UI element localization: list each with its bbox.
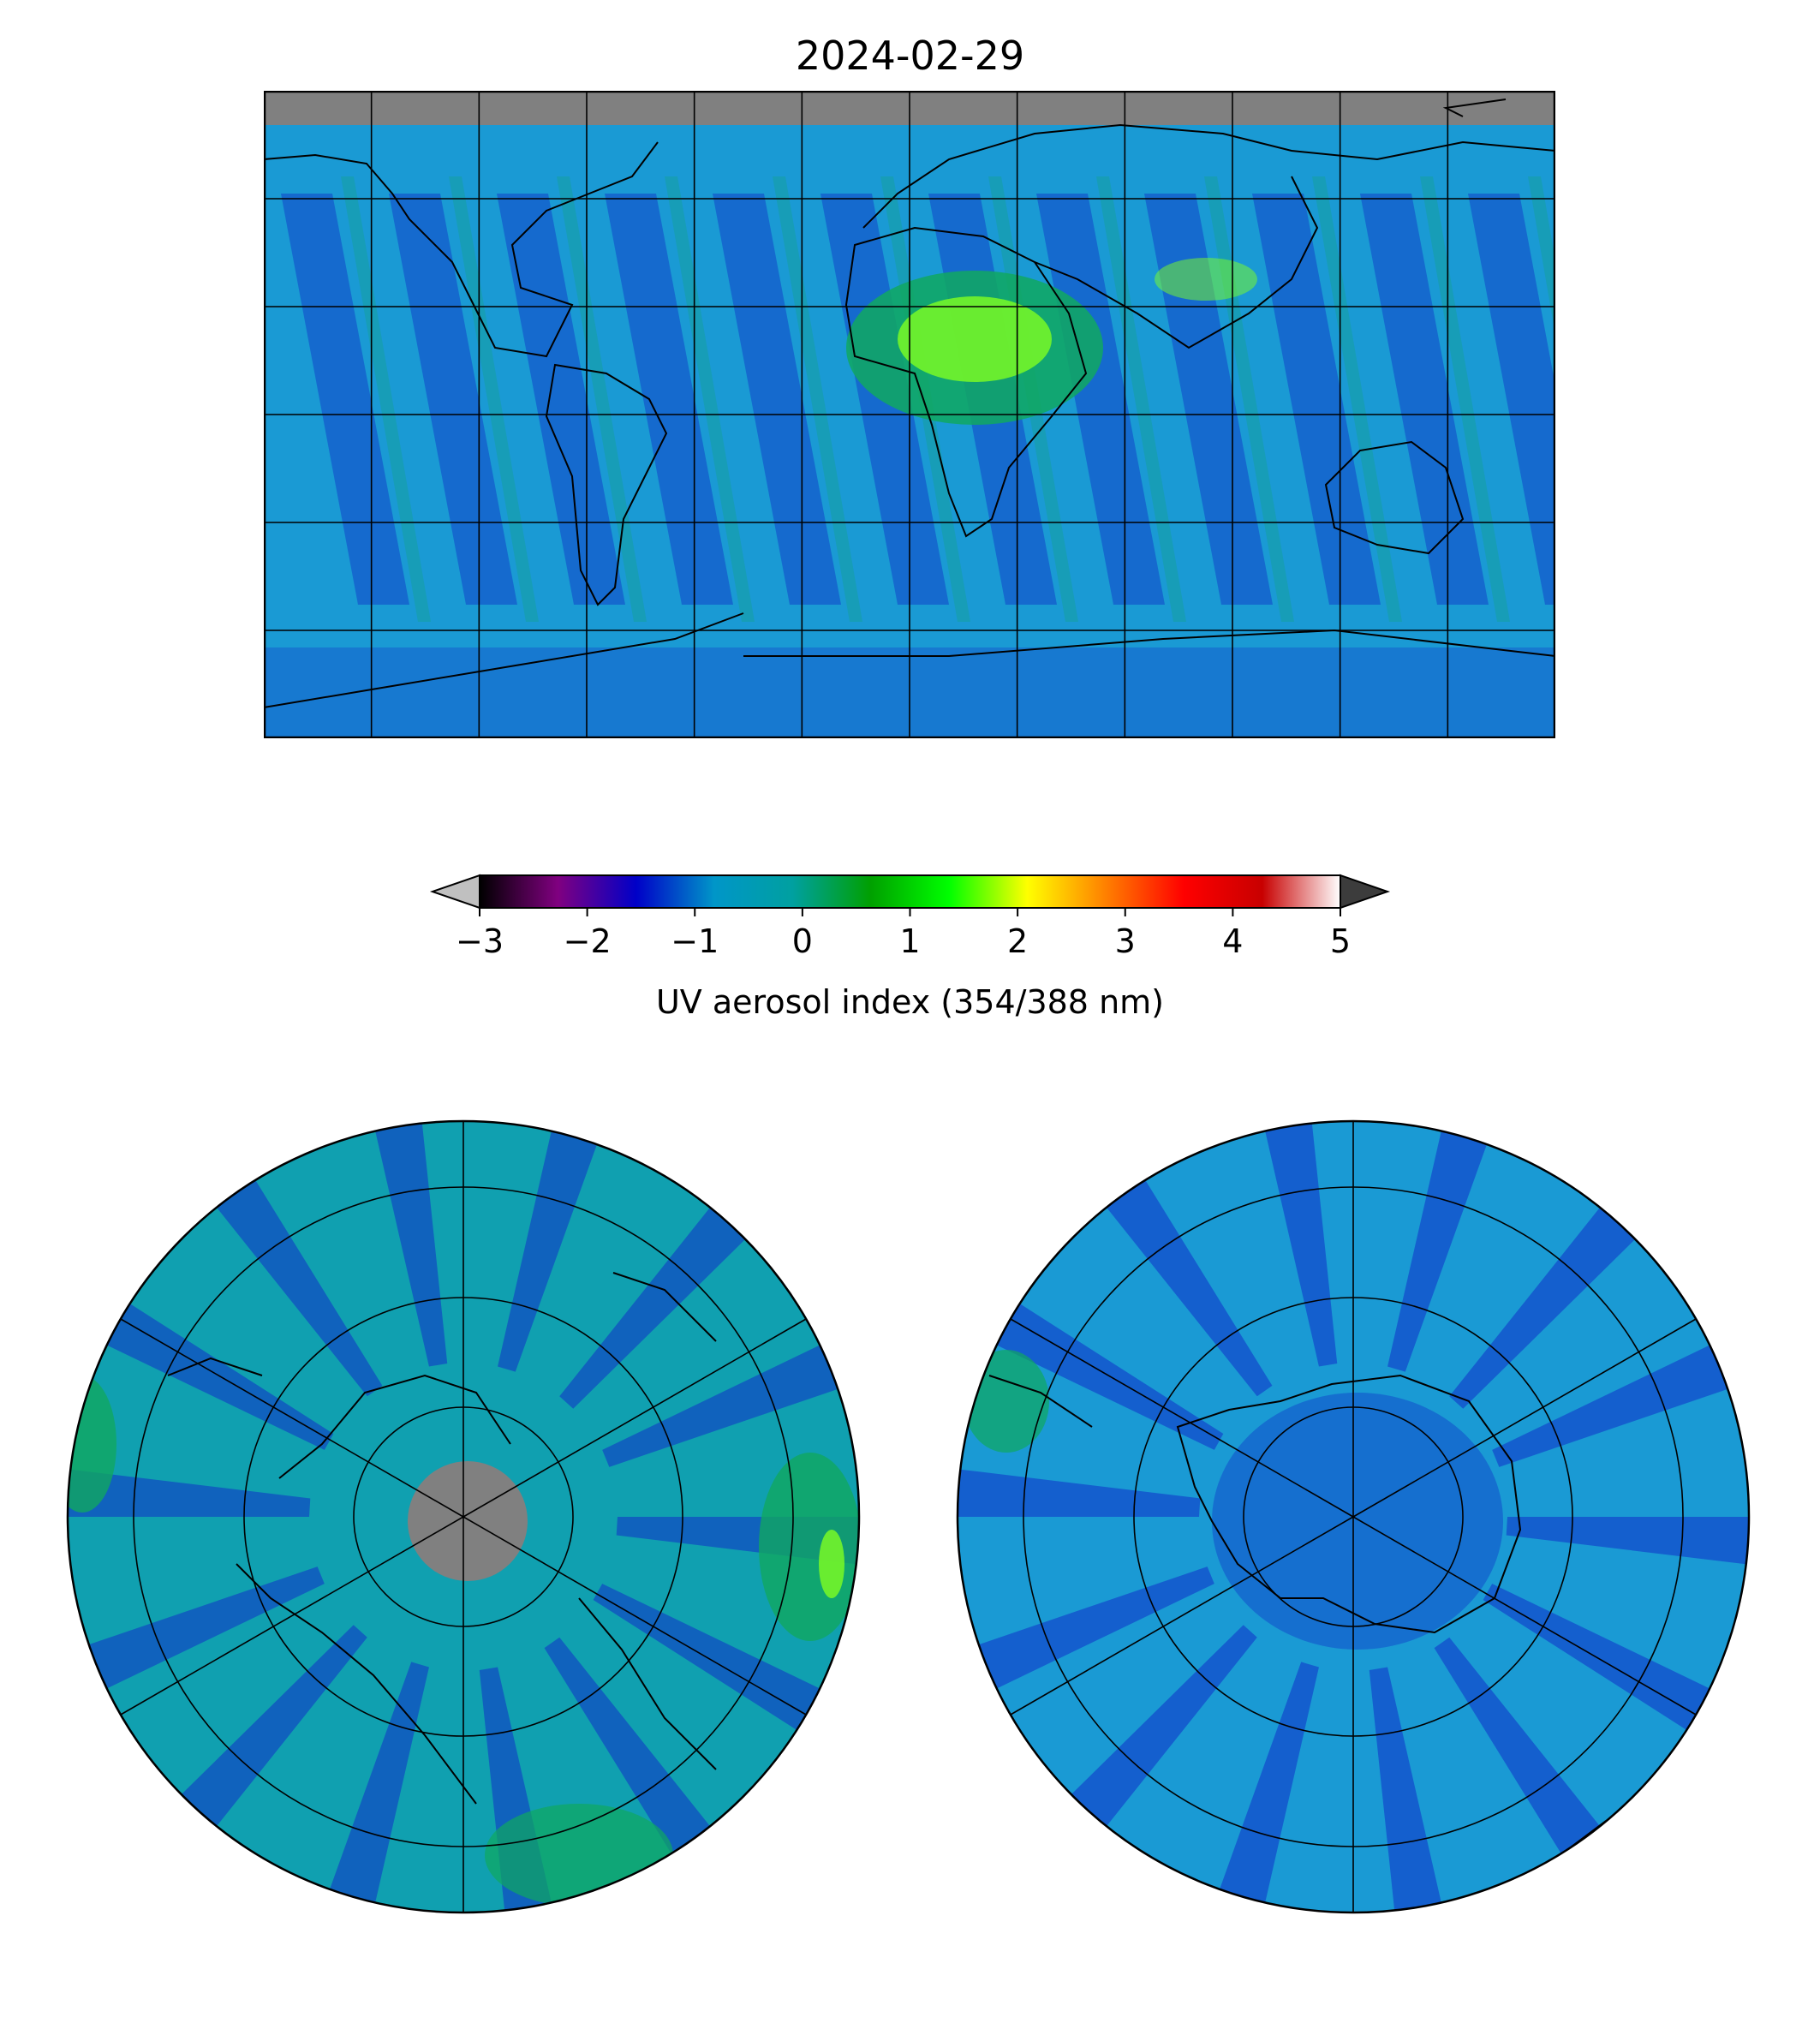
polar-map-frame bbox=[66, 1119, 861, 1914]
low-aerosol-swath bbox=[389, 194, 517, 605]
moderate-aerosol-region bbox=[485, 1804, 673, 1907]
arctic-coast bbox=[1442, 98, 1507, 117]
low-aerosol-swath bbox=[1265, 1123, 1338, 1367]
meridian-line bbox=[462, 1516, 807, 1716]
meridian-line bbox=[1352, 1318, 1697, 1518]
low-aerosol-swath bbox=[1387, 1131, 1487, 1372]
low-aerosol-swath bbox=[1492, 1345, 1728, 1467]
low-aerosol-swath bbox=[1468, 194, 1555, 605]
australia-coast bbox=[1324, 440, 1465, 555]
colorbar-tick-label: 5 bbox=[1330, 922, 1351, 960]
low-aerosol-swath bbox=[559, 1207, 746, 1409]
antarctica-low-aerosol bbox=[1212, 1393, 1503, 1650]
colorbar-label: UV aerosol index (354/388 nm) bbox=[655, 983, 1164, 1021]
colorbar-under-arrow bbox=[429, 874, 480, 910]
colorbar-tick-label: −3 bbox=[456, 922, 504, 960]
moderate-aerosol-swath bbox=[1420, 176, 1510, 622]
sahara-dust-core bbox=[898, 296, 1052, 382]
colorbar-tick-label: −1 bbox=[671, 922, 719, 960]
moderate-aerosol-region bbox=[964, 1350, 1049, 1453]
low-aerosol-swath bbox=[1369, 1667, 1441, 1911]
low-aerosol-swath bbox=[713, 194, 841, 605]
moderate-aerosol-swath bbox=[341, 176, 431, 622]
coastline bbox=[167, 1272, 717, 1805]
asia-dust-plume bbox=[1155, 258, 1257, 301]
figure-title: 2024-02-29 bbox=[795, 33, 1025, 79]
low-aerosol-swath bbox=[1434, 1637, 1601, 1854]
low-aerosol-swath bbox=[1220, 1662, 1319, 1903]
low-aerosol-swath bbox=[68, 1469, 311, 1517]
low-aerosol-swath bbox=[1106, 1179, 1273, 1397]
low-aerosol-swath bbox=[1252, 194, 1381, 605]
polar-map-frame bbox=[956, 1119, 1751, 1914]
eurasia-coast bbox=[862, 123, 1555, 349]
meridian-line bbox=[1010, 1516, 1354, 1716]
moderate-aerosol-swath bbox=[665, 176, 755, 622]
colorbar: −3 −2 −1 0 1 2 3 4 5 bbox=[429, 874, 1391, 960]
moderate-aerosol-swath bbox=[557, 176, 647, 622]
meridian-line bbox=[120, 1318, 464, 1518]
low-aerosol-swath bbox=[216, 1179, 383, 1397]
south-polar-map bbox=[956, 1119, 1751, 1914]
south-america-coast bbox=[545, 363, 668, 606]
low-aerosol-swath bbox=[544, 1637, 711, 1854]
low-aerosol-swath bbox=[181, 1625, 367, 1827]
world-map-frame bbox=[264, 91, 1555, 738]
low-aerosol-swath bbox=[498, 1131, 597, 1372]
polar-gridlines bbox=[120, 1121, 807, 1913]
low-aerosol-swath bbox=[958, 1469, 1201, 1517]
high-aerosol-region bbox=[819, 1530, 844, 1598]
meridian-line bbox=[1010, 1318, 1354, 1518]
low-aerosol-swath bbox=[605, 194, 733, 605]
meridian-line bbox=[1352, 1516, 1697, 1716]
low-aerosol-swath bbox=[281, 194, 409, 605]
low-aerosol-swath bbox=[375, 1123, 448, 1367]
polar-night-no-data bbox=[408, 1461, 528, 1581]
world-map bbox=[264, 91, 1555, 738]
moderate-aerosol-swath bbox=[1312, 176, 1402, 622]
low-aerosol-swath bbox=[602, 1345, 838, 1467]
low-aerosol-swath bbox=[330, 1662, 429, 1903]
low-aerosol-swath bbox=[1449, 1207, 1636, 1409]
colorbar-tick-label: 4 bbox=[1222, 922, 1243, 960]
colorbar-over-arrow bbox=[1340, 874, 1391, 910]
north-polar-map bbox=[66, 1119, 861, 1914]
low-aerosol-swath bbox=[497, 194, 625, 605]
moderate-aerosol-swath bbox=[1528, 176, 1555, 335]
moderate-aerosol-region bbox=[68, 1376, 116, 1513]
moderate-aerosol-swath bbox=[1096, 176, 1186, 622]
colorbar-tick-label: −2 bbox=[564, 922, 612, 960]
meridian-line bbox=[462, 1318, 807, 1518]
north-america-coast bbox=[264, 141, 659, 358]
low-aerosol-swath bbox=[978, 1566, 1214, 1689]
low-aerosol-swath bbox=[1506, 1517, 1749, 1565]
moderate-aerosol-swath bbox=[449, 176, 539, 622]
low-aerosol-swath bbox=[1071, 1625, 1257, 1827]
polar-gridlines bbox=[1010, 1121, 1697, 1913]
colorbar-tick-label: 2 bbox=[1007, 922, 1028, 960]
moderate-aerosol-swath bbox=[773, 176, 862, 622]
world-gridlines bbox=[264, 91, 1555, 738]
meridian-line bbox=[120, 1516, 464, 1716]
africa-coast bbox=[844, 226, 1088, 538]
low-aerosol-swath bbox=[88, 1566, 325, 1689]
colorbar-gradient bbox=[479, 874, 1341, 909]
colorbar-tick-label: 1 bbox=[899, 922, 920, 960]
colorbar-tick-label: 0 bbox=[792, 922, 813, 960]
colorbar-tick-label: 3 bbox=[1115, 922, 1136, 960]
